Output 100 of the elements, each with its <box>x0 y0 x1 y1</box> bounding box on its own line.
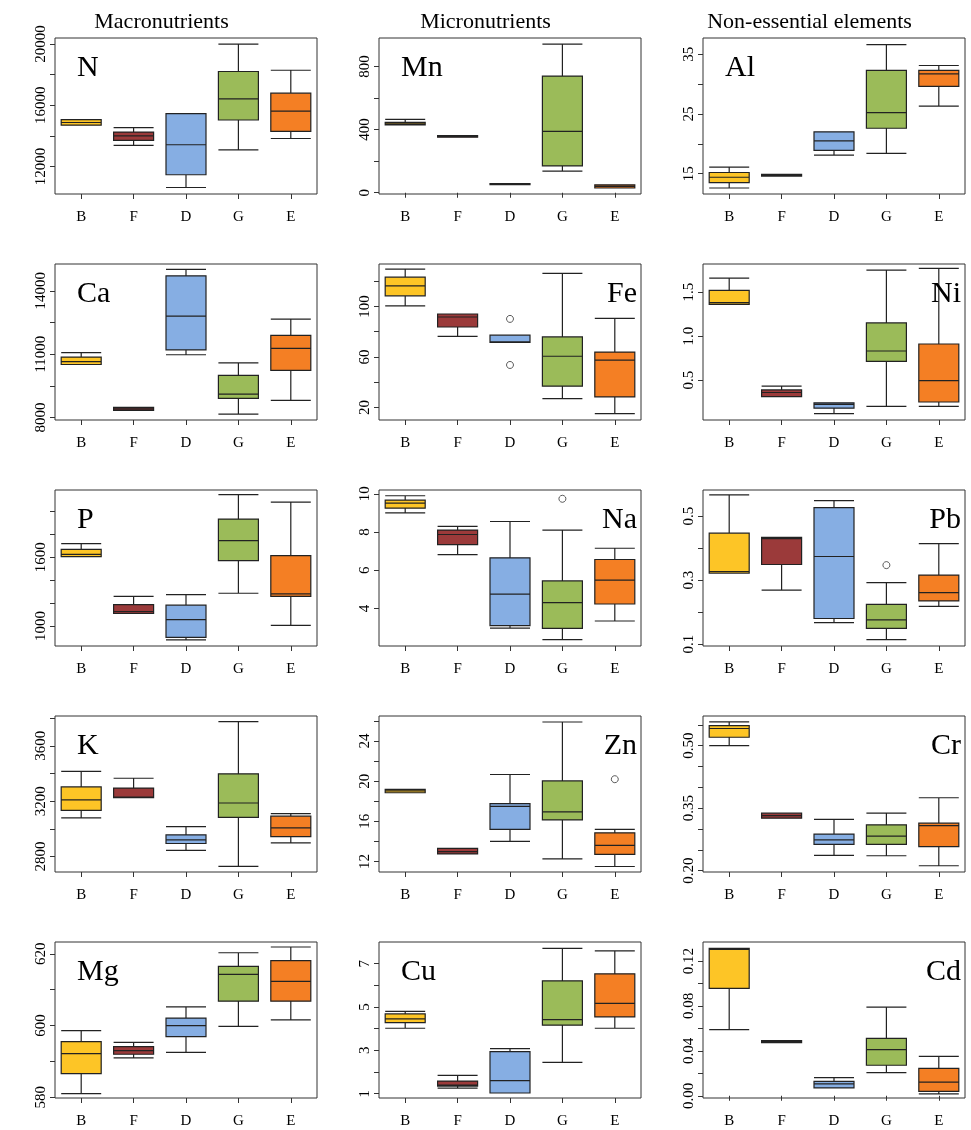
y-tick-label: 20 <box>355 773 372 789</box>
x-tick-label: G <box>556 1111 568 1128</box>
x-tick-label: F <box>453 433 462 450</box>
x-tick-label: E <box>934 885 944 902</box>
y-tick-label: 3 <box>355 1046 372 1055</box>
y-tick-label: 0 <box>355 188 372 197</box>
y-tick-label: 0.50 <box>679 732 696 759</box>
annotation: Fe <box>607 274 637 308</box>
x-tick-label: D <box>180 207 192 224</box>
x-tick-label: D <box>828 885 840 902</box>
x-tick-label: F <box>453 885 462 902</box>
y-tick-label: 8 <box>355 528 372 536</box>
y-tick-label: 1 <box>355 1089 372 1098</box>
annotation: Na <box>602 500 637 534</box>
y-tick-label: 4 <box>355 604 372 613</box>
annotation: N <box>77 48 99 82</box>
x-tick-label: B <box>76 433 87 450</box>
y-tick-label: 15 <box>679 166 696 182</box>
x-tick-label: G <box>556 207 568 224</box>
x-tick-label: F <box>453 659 462 676</box>
x-tick-label: F <box>453 1111 462 1128</box>
y-tick-label: 2800 <box>31 841 48 872</box>
annotation: Ca <box>77 274 111 308</box>
x-tick-label: B <box>400 207 411 224</box>
y-tick-label: 580 <box>31 1086 48 1109</box>
y-tick-label: 24 <box>355 733 372 749</box>
x-tick-label: B <box>400 433 411 450</box>
y-tick-label: 400 <box>355 118 372 141</box>
x-tick-label: F <box>129 659 138 676</box>
chart-title: Macronutrients <box>94 7 229 33</box>
x-tick-label: G <box>880 885 892 902</box>
x-tick-label: E <box>286 885 296 902</box>
x-tick-label: E <box>610 659 620 676</box>
y-tick-label: 600 <box>31 1014 48 1037</box>
y-tick-label: 20000 <box>31 25 48 63</box>
x-tick-label: E <box>934 1111 944 1128</box>
y-tick-label: 0.12 <box>679 947 696 975</box>
x-tick-label: B <box>724 659 735 676</box>
annotation: Mn <box>401 48 443 82</box>
y-tick-label: 0.1 <box>679 634 696 654</box>
x-tick-label: F <box>129 207 138 224</box>
y-tick-label: 1.0 <box>679 326 696 346</box>
x-tick-label: F <box>129 433 138 450</box>
x-tick-label: B <box>76 1111 87 1128</box>
y-tick-label: 800 <box>355 55 372 78</box>
annotation: Cd <box>925 952 962 986</box>
chart-title: Micronutrients <box>420 7 551 33</box>
y-tick-label: 5 <box>355 1003 372 1011</box>
y-tick-label: 11000 <box>31 335 48 373</box>
x-tick-label: E <box>286 659 296 676</box>
x-tick-label: F <box>777 659 786 676</box>
x-tick-label: E <box>934 659 944 676</box>
y-tick-label: 1600 <box>31 542 48 573</box>
y-tick-label: 60 <box>355 349 372 365</box>
annotation: Mg <box>77 952 119 986</box>
y-tick-label: 35 <box>679 46 696 62</box>
x-tick-label: D <box>504 885 516 902</box>
x-tick-label: G <box>880 1111 892 1128</box>
x-tick-label: G <box>556 659 568 676</box>
annotation: Pb <box>929 500 961 534</box>
y-tick-label: 7 <box>355 959 372 968</box>
annotation: Cu <box>401 952 437 986</box>
x-tick-label: E <box>610 1111 620 1128</box>
x-tick-label: F <box>129 1111 138 1128</box>
x-tick-label: D <box>828 207 840 224</box>
x-tick-label: D <box>504 433 516 450</box>
x-tick-label: D <box>504 207 516 224</box>
x-tick-label: B <box>724 1111 735 1128</box>
x-tick-label: D <box>828 659 840 676</box>
y-tick-label: 14000 <box>31 272 48 310</box>
x-tick-label: B <box>724 207 735 224</box>
x-tick-label: D <box>180 659 192 676</box>
x-tick-label: D <box>504 1111 516 1128</box>
x-tick-label: F <box>777 207 786 224</box>
y-tick-label: 20 <box>355 399 372 415</box>
y-tick-label: 16 <box>355 813 372 829</box>
annotation: Al <box>725 48 755 82</box>
y-tick-label: 0.5 <box>679 506 696 526</box>
y-tick-label: 25 <box>679 106 696 122</box>
x-tick-label: F <box>129 885 138 902</box>
x-tick-label: D <box>828 433 840 450</box>
y-tick-label: 10 <box>355 486 372 502</box>
y-tick-label: 12000 <box>31 147 48 186</box>
x-tick-label: G <box>232 207 244 224</box>
x-tick-label: E <box>934 433 944 450</box>
x-tick-label: F <box>453 207 462 224</box>
x-tick-label: B <box>76 885 87 902</box>
x-tick-label: D <box>180 885 192 902</box>
annotation: P <box>77 500 94 534</box>
x-tick-label: G <box>232 659 244 676</box>
y-tick-label: 0.3 <box>679 570 696 590</box>
annotation: K <box>77 726 99 760</box>
x-tick-label: F <box>777 1111 786 1128</box>
x-tick-label: B <box>400 885 411 902</box>
y-tick-label: 8000 <box>31 402 48 433</box>
y-tick-label: 3200 <box>31 786 48 817</box>
y-tick-label: 6 <box>355 565 372 574</box>
x-tick-label: E <box>286 207 296 224</box>
y-tick-label: 16000 <box>31 86 48 125</box>
x-tick-label: B <box>400 1111 411 1128</box>
